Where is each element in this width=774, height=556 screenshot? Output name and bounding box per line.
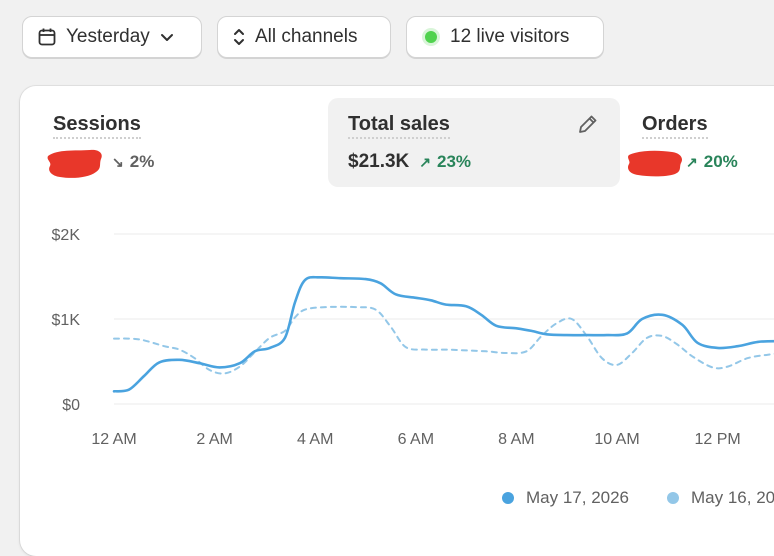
x-tick-label: 4 AM [297, 431, 333, 448]
total-sales-value-row: $21.3K ↗ 23% [348, 151, 471, 173]
y-tick-label: $1K [52, 312, 81, 329]
total-sales-change-value: 23% [437, 152, 472, 171]
series-line-previous[interactable] [113, 305, 774, 375]
live-visitors-label: 12 live visitors [450, 26, 570, 47]
calendar-icon [37, 27, 57, 47]
orders-metric-title[interactable]: Orders [642, 112, 708, 139]
y-tick-label: $0 [62, 397, 80, 414]
date-range-button[interactable]: Yesterday [22, 16, 202, 58]
x-tick-label: 12 AM [91, 431, 136, 448]
x-tick-label: 12 PM [694, 431, 740, 448]
orders-change: ↗ 20% [686, 152, 738, 172]
live-visitors-button[interactable]: 12 live visitors [406, 16, 604, 58]
legend-item-previous[interactable]: May 16, 2026 [667, 488, 774, 508]
date-range-label: Yesterday [66, 26, 150, 47]
orders-change-value: 20% [703, 152, 738, 171]
series-line-current[interactable] [112, 275, 774, 393]
x-tick-label: 10 AM [594, 431, 639, 448]
legend-label-previous: May 16, 2026 [691, 488, 774, 507]
sessions-change: ↘ 2% [112, 152, 154, 172]
live-status-dot-icon [421, 27, 441, 47]
total-sales-metric-title[interactable]: Total sales [348, 112, 450, 139]
sessions-change-value: 2% [129, 152, 155, 171]
x-tick-label: 6 AM [398, 431, 434, 448]
redaction-mark [47, 149, 102, 178]
total-sales-tile[interactable] [328, 98, 620, 187]
x-tick-label: 8 AM [498, 431, 534, 448]
chevron-down-icon [159, 29, 175, 45]
sales-line-chart[interactable]: $0 $1K $2K 12 AM 2 AM 4 AM 6 AM 8 AM 10 AM 12 PM [20, 86, 774, 486]
pencil-icon[interactable] [576, 112, 600, 141]
arrow-down-right-icon: ↘ [112, 153, 124, 170]
legend-label-current: May 17, 2026 [526, 488, 630, 507]
legend-swatch-previous [667, 492, 679, 504]
redaction-mark [628, 150, 682, 177]
analytics-card: Sessions ↘ 2% Total sales $21.3K ↗ 23% O… [20, 86, 774, 556]
channel-filter-label: All channels [255, 26, 358, 47]
sessions-metric-title[interactable]: Sessions [53, 112, 141, 139]
channel-filter-button[interactable]: All channels [217, 16, 391, 58]
x-tick-label: 2 AM [196, 431, 232, 448]
arrow-up-right-icon: ↗ [419, 153, 432, 170]
legend-swatch-current [502, 492, 514, 504]
total-sales-value: $21.3K [348, 151, 410, 172]
arrow-up-right-icon: ↗ [686, 153, 698, 170]
select-arrows-icon [232, 27, 246, 47]
legend-item-current[interactable]: May 17, 2026 [502, 488, 629, 508]
y-tick-label: $2K [52, 227, 81, 244]
